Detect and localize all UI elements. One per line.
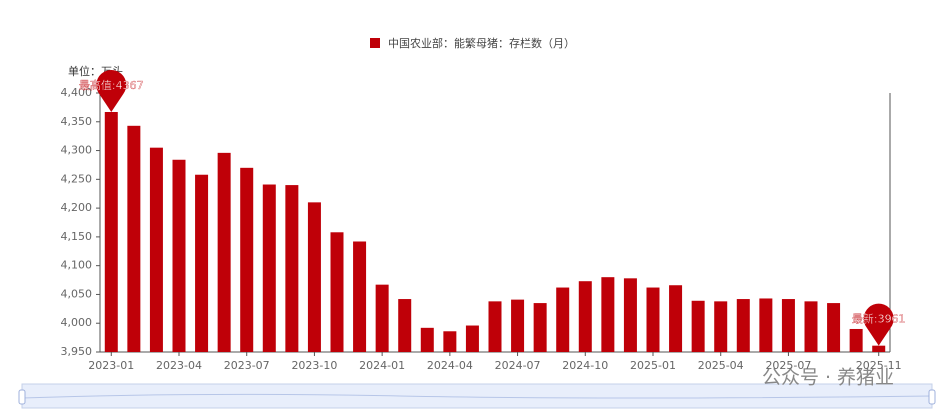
- y-tick-label: 4,150: [61, 230, 93, 243]
- bar: [307, 202, 321, 352]
- x-tick-label: 2023-10: [291, 359, 337, 372]
- zoom-handle[interactable]: [928, 389, 936, 405]
- bar: [849, 328, 863, 352]
- x-tick-label: 2024-04: [427, 359, 473, 372]
- x-tick-label: 2023-04: [156, 359, 202, 372]
- bar: [420, 327, 434, 352]
- x-tick-label: 2024-07: [495, 359, 541, 372]
- annotation-pin: [863, 303, 894, 346]
- x-tick-label: 2025-07: [765, 359, 811, 372]
- bar: [127, 125, 141, 352]
- bar: [262, 184, 276, 352]
- x-tick-label: 2023-07: [224, 359, 270, 372]
- bar: [623, 278, 637, 352]
- annotation-label: 最高值:4367: [79, 78, 144, 92]
- bar: [104, 111, 118, 352]
- bar: [872, 345, 886, 352]
- bar: [443, 331, 457, 352]
- bar: [488, 301, 502, 352]
- annotation-label: 最新:3961: [852, 312, 906, 326]
- y-tick-label: 4,200: [61, 201, 93, 214]
- bar: [240, 167, 254, 352]
- bar: [465, 325, 479, 352]
- x-tick-label: 2025-01: [630, 359, 676, 372]
- y-tick-label: 4,250: [61, 172, 93, 185]
- annotation-pin: [96, 69, 127, 112]
- bar: [353, 241, 367, 352]
- bar: [691, 300, 705, 352]
- bar: [172, 159, 186, 352]
- legend-label[interactable]: 中国农业部：能繁母猪：存栏数（月）: [388, 36, 575, 50]
- x-tick-label: 2024-01: [359, 359, 405, 372]
- bar: [511, 299, 525, 352]
- x-tick-label: 2023-01: [88, 359, 134, 372]
- bar: [601, 277, 615, 352]
- bar: [398, 299, 412, 352]
- y-tick-label: 4,000: [61, 316, 93, 329]
- y-tick-label: 4,300: [61, 144, 93, 157]
- y-tick-label: 4,100: [61, 259, 93, 272]
- bar: [578, 281, 592, 352]
- bar: [781, 299, 795, 352]
- bar: [736, 299, 750, 352]
- bar: [759, 298, 773, 352]
- bar: [646, 287, 660, 352]
- bar: [533, 303, 547, 352]
- y-tick-label: 3,950: [61, 345, 93, 358]
- x-tick-label: 2025-04: [698, 359, 744, 372]
- x-tick-label: 2024-10: [562, 359, 608, 372]
- watermark: 公众号 · 养猪业: [762, 367, 894, 389]
- x-tick-label: 2025-11: [856, 359, 902, 372]
- y-tick-label: 4,050: [61, 287, 93, 300]
- bar: [827, 303, 841, 352]
- bar: [556, 287, 570, 352]
- bar: [330, 232, 344, 352]
- legend-swatch[interactable]: [370, 38, 380, 48]
- y-tick-label: 4,350: [61, 115, 93, 128]
- bar: [149, 147, 163, 352]
- bar: [195, 174, 209, 352]
- y-tick-label: 4,400: [61, 86, 93, 99]
- bar: [375, 284, 389, 352]
- zoom-preview: [21, 393, 933, 399]
- bar: [804, 301, 818, 352]
- zoom-handle[interactable]: [18, 389, 26, 405]
- bar: [714, 301, 728, 352]
- bar: [217, 152, 231, 352]
- bar: [285, 185, 299, 352]
- bar: [669, 285, 683, 352]
